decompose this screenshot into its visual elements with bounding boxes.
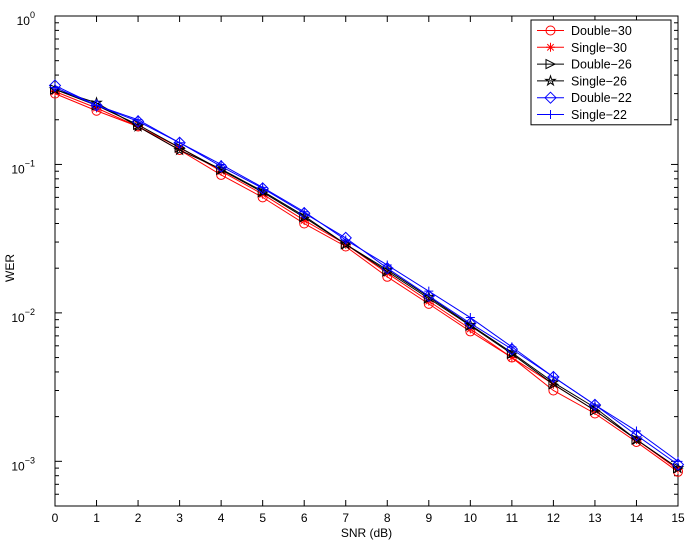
data-point	[547, 370, 560, 384]
x-tick-label: 11	[506, 511, 519, 525]
data-point	[339, 237, 353, 250]
data-point	[50, 82, 60, 92]
data-point	[256, 182, 269, 195]
data-point	[548, 372, 558, 382]
legend-entry: Double−26	[537, 58, 632, 72]
y-tick-label: 10−2	[11, 307, 35, 325]
series-line	[54, 88, 679, 469]
legend-entry: Single−26	[537, 74, 627, 88]
x-tick-label: 4	[218, 511, 225, 525]
legend-marker	[544, 74, 557, 87]
legend-label: Double−22	[571, 91, 632, 105]
data-point	[590, 400, 600, 410]
x-tick-label: 13	[588, 511, 602, 525]
x-tick-label: 9	[425, 511, 432, 525]
legend-marker	[545, 58, 557, 70]
data-point	[631, 426, 641, 436]
x-tick-label: 6	[301, 511, 308, 525]
data-point	[588, 398, 602, 412]
legend-label: Single−22	[571, 108, 627, 122]
legend-label: Single−30	[571, 41, 627, 55]
legend-label: Single−26	[571, 74, 627, 88]
x-tick-label: 7	[342, 511, 349, 525]
series-5	[50, 82, 683, 466]
series-3	[48, 82, 685, 474]
data-point	[214, 162, 228, 175]
series-line	[54, 88, 679, 469]
legend-marker	[546, 110, 555, 119]
y-tick-label: 10−3	[11, 455, 35, 473]
data-point	[507, 342, 517, 352]
x-tick-label: 2	[135, 511, 142, 525]
y-tick-label: 10−1	[11, 158, 35, 176]
data-point	[380, 263, 394, 276]
legend-marker	[545, 25, 556, 36]
legend-label: Double−30	[571, 24, 632, 38]
data-point	[506, 348, 518, 360]
data-point	[382, 260, 392, 270]
data-point	[424, 286, 434, 296]
data-point	[92, 100, 102, 110]
data-point	[216, 159, 226, 169]
data-point	[299, 207, 309, 217]
x-tick-label: 12	[547, 511, 561, 525]
legend-entry: Double−30	[537, 24, 632, 38]
legend-label: Double−26	[571, 58, 632, 72]
legend-marker	[546, 42, 555, 52]
data-point	[131, 119, 145, 132]
legend-marker	[544, 91, 557, 104]
legend: Double−30 Single−30 Double−26 Single−26 Doub…	[530, 19, 672, 126]
series-line	[54, 87, 679, 462]
x-tick-label: 14	[630, 511, 644, 525]
x-tick-label: 5	[259, 511, 266, 525]
data-point	[299, 215, 309, 225]
data-point	[464, 317, 477, 330]
data-point	[507, 353, 517, 363]
x-tick-label: 1	[93, 511, 100, 525]
x-tick-label: 15	[671, 511, 685, 525]
data-point	[671, 458, 685, 471]
data-point	[341, 235, 351, 245]
data-point	[381, 261, 394, 275]
y-axis-label: WER	[3, 254, 17, 282]
data-point	[673, 456, 683, 466]
x-tick-label: 8	[384, 511, 391, 525]
x-tick-label: 0	[52, 511, 59, 525]
data-point	[588, 400, 602, 414]
plot-frame	[54, 15, 679, 507]
data-point	[465, 313, 475, 323]
data-point	[547, 375, 560, 388]
legend-entry: Single−22	[537, 108, 627, 122]
data-point	[422, 289, 436, 303]
data-point	[422, 290, 436, 303]
data-point	[173, 143, 186, 156]
legend-entry: Double−22	[537, 91, 632, 105]
legend-entry: Single−30	[537, 41, 627, 55]
data-point	[464, 318, 477, 331]
x-axis-label: SNR (dB)	[341, 526, 392, 540]
data-point	[258, 182, 268, 192]
x-tick-label: 3	[176, 511, 183, 525]
data-point	[175, 138, 185, 148]
y-tick-label: 100	[17, 10, 35, 28]
data-point	[133, 115, 143, 125]
x-tick-label: 10	[464, 511, 478, 525]
legend-box	[530, 19, 672, 126]
